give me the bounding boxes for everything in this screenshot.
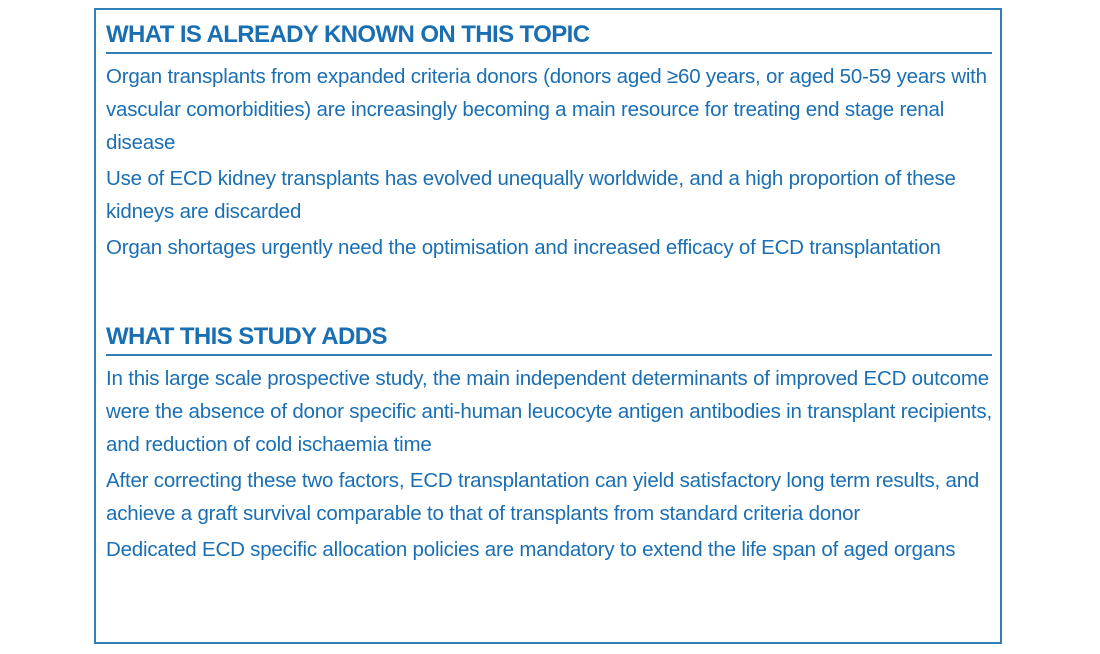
adds-item-3: Dedicated ECD specific allocation polici… [106,538,956,561]
known-item-1: Organ transplants from expanded criteria… [106,65,987,154]
known-item-3: Organ shortages urgently need the optimi… [106,236,941,259]
known-section: WHAT IS ALREADY KNOWN ON THIS TOPIC Orga… [106,20,992,267]
known-item-2: Use of ECD kidney transplants has evolve… [106,167,956,223]
adds-item-2: After correcting these two factors, ECD … [106,469,980,525]
adds-section: WHAT THIS STUDY ADDS In this large scale… [106,322,992,569]
adds-heading: WHAT THIS STUDY ADDS [106,322,992,356]
known-heading: WHAT IS ALREADY KNOWN ON THIS TOPIC [106,20,992,54]
adds-item-1: In this large scale prospective study, t… [106,367,992,456]
summary-box: WHAT IS ALREADY KNOWN ON THIS TOPIC Orga… [94,8,1002,644]
